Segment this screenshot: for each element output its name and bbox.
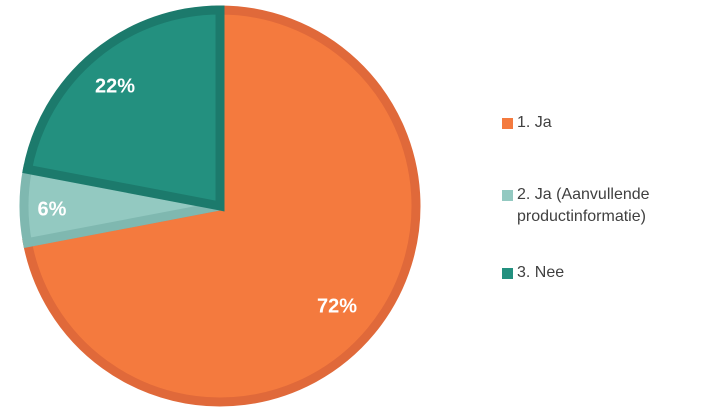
data-label-ja: 72% bbox=[317, 295, 357, 317]
pie-chart: 72% 6% 22% bbox=[19, 5, 421, 407]
legend: 1. Ja 2. Ja (Aanvullende productinformat… bbox=[502, 0, 720, 411]
legend-swatch-ja bbox=[502, 118, 513, 129]
legend-label-nee: 3. Nee bbox=[517, 264, 565, 281]
pie-slices bbox=[19, 5, 421, 407]
legend-item-nee: 3. Nee bbox=[502, 262, 717, 284]
slice-nee bbox=[22, 5, 225, 212]
pie-labels: 72% 6% 22% bbox=[38, 75, 358, 317]
data-label-nee: 22% bbox=[95, 75, 135, 97]
legend-item-ja: 1. Ja bbox=[502, 112, 717, 134]
legend-swatch-ja-aanvullende bbox=[502, 190, 513, 201]
legend-label-ja-aanvullende: 2. Ja (Aanvullende productinformatie) bbox=[517, 186, 650, 225]
legend-item-ja-aanvullende: 2. Ja (Aanvullende productinformatie) bbox=[502, 184, 717, 228]
data-label-ja-aanvullende: 6% bbox=[38, 198, 67, 220]
legend-swatch-nee bbox=[502, 268, 513, 279]
legend-label-ja: 1. Ja bbox=[517, 114, 552, 131]
